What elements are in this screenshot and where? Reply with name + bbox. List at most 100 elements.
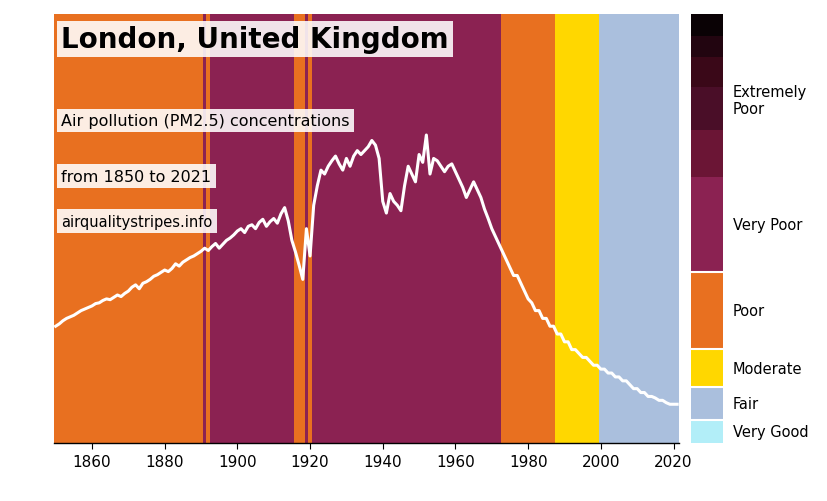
Bar — [576, 15, 580, 443]
Bar — [566, 15, 569, 443]
Bar — [134, 15, 137, 443]
Bar — [424, 15, 428, 443]
Text: Very Poor: Very Poor — [732, 217, 801, 232]
Bar — [218, 15, 221, 443]
Bar — [605, 15, 609, 443]
Bar — [432, 15, 435, 443]
Bar — [519, 15, 522, 443]
Bar — [275, 15, 279, 443]
Bar — [188, 15, 192, 443]
Bar — [228, 15, 232, 443]
Bar — [101, 15, 104, 443]
Bar — [449, 15, 453, 443]
Text: Very Good: Very Good — [732, 424, 807, 439]
Bar — [344, 15, 348, 443]
Bar — [370, 15, 373, 443]
Bar — [402, 15, 406, 443]
Bar — [591, 15, 595, 443]
Text: Extremely
Poor: Extremely Poor — [732, 85, 806, 117]
Bar — [467, 15, 471, 443]
Bar — [638, 15, 642, 443]
Bar — [514, 15, 519, 443]
Bar — [435, 15, 438, 443]
Bar — [297, 15, 300, 443]
Bar — [304, 15, 308, 443]
Bar — [355, 15, 359, 443]
Bar — [616, 15, 620, 443]
Bar — [417, 15, 420, 443]
Bar — [206, 15, 210, 443]
Bar — [598, 15, 602, 443]
Bar — [544, 15, 547, 443]
Bar — [584, 15, 587, 443]
Bar — [377, 15, 380, 443]
Bar — [634, 15, 638, 443]
Bar — [490, 15, 493, 443]
Bar — [691, 37, 722, 58]
Bar — [691, 388, 722, 420]
Bar — [279, 15, 283, 443]
Bar — [224, 15, 228, 443]
Bar — [341, 15, 344, 443]
Bar — [250, 15, 253, 443]
Bar — [75, 15, 79, 443]
Bar — [671, 15, 675, 443]
Bar — [257, 15, 261, 443]
Bar — [122, 15, 127, 443]
Bar — [286, 15, 289, 443]
Bar — [170, 15, 174, 443]
Bar — [155, 15, 159, 443]
Bar — [558, 15, 562, 443]
Bar — [253, 15, 257, 443]
Bar — [362, 15, 366, 443]
Bar — [242, 15, 246, 443]
Bar — [54, 15, 57, 443]
Bar — [569, 15, 573, 443]
Bar — [409, 15, 414, 443]
Bar — [57, 15, 61, 443]
Bar — [108, 15, 112, 443]
Bar — [649, 15, 653, 443]
Bar — [93, 15, 98, 443]
Bar — [533, 15, 537, 443]
Bar — [479, 15, 482, 443]
Bar — [300, 15, 304, 443]
Bar — [203, 15, 206, 443]
Bar — [141, 15, 145, 443]
Bar — [464, 15, 467, 443]
Text: Poor: Poor — [732, 303, 764, 318]
Bar — [620, 15, 624, 443]
Bar — [127, 15, 130, 443]
Bar — [384, 15, 388, 443]
Bar — [98, 15, 101, 443]
Bar — [602, 15, 605, 443]
Bar — [112, 15, 116, 443]
Bar — [210, 15, 213, 443]
Bar — [181, 15, 184, 443]
Bar — [177, 15, 181, 443]
Bar — [337, 15, 341, 443]
Bar — [660, 15, 663, 443]
Bar — [399, 15, 402, 443]
Bar — [551, 15, 555, 443]
Bar — [537, 15, 540, 443]
Bar — [318, 15, 323, 443]
Bar — [380, 15, 384, 443]
Bar — [137, 15, 141, 443]
Bar — [221, 15, 224, 443]
Bar — [624, 15, 628, 443]
Bar — [79, 15, 83, 443]
Bar — [265, 15, 268, 443]
Bar — [283, 15, 286, 443]
Bar — [373, 15, 377, 443]
Bar — [391, 15, 395, 443]
Bar — [562, 15, 566, 443]
Bar — [406, 15, 409, 443]
Bar — [547, 15, 551, 443]
Bar — [613, 15, 616, 443]
Bar — [657, 15, 660, 443]
Bar — [414, 15, 417, 443]
Bar — [261, 15, 265, 443]
Bar — [691, 420, 722, 443]
Bar — [232, 15, 235, 443]
